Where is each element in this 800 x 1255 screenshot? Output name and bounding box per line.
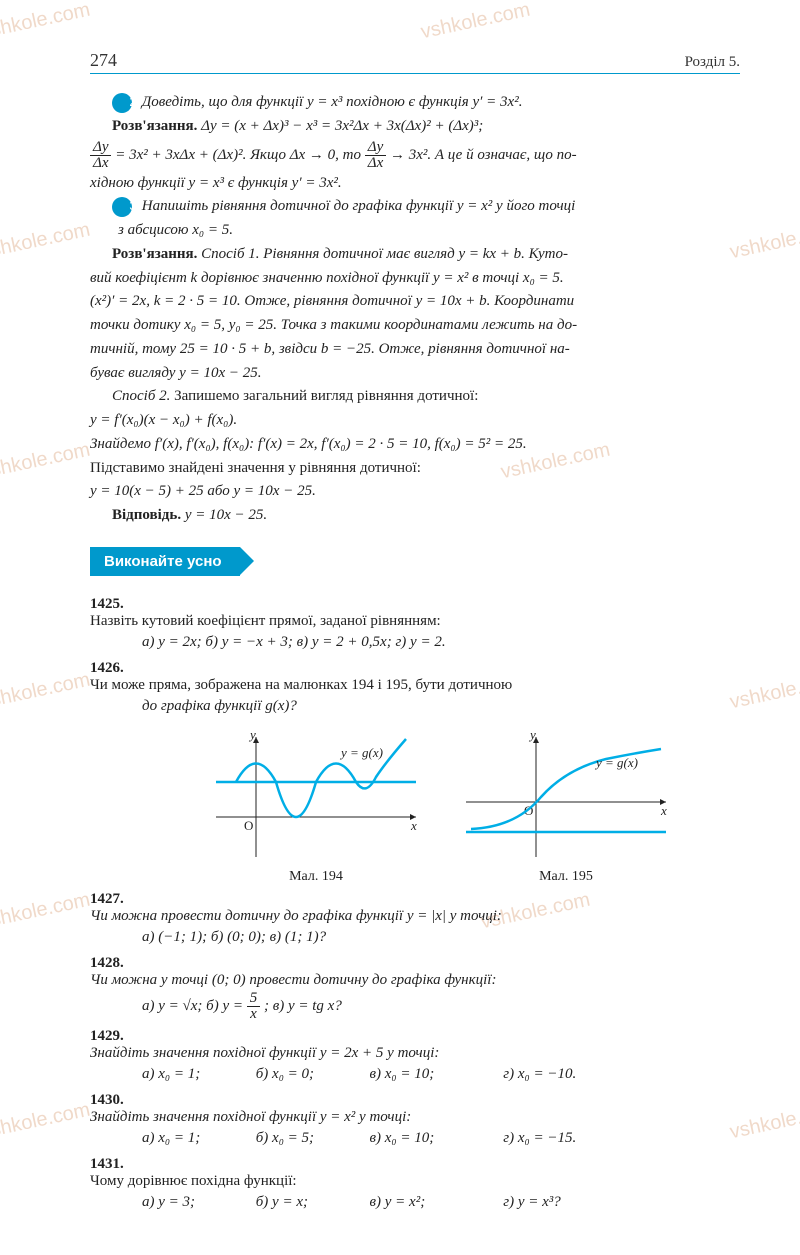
ex-num: 1431. — [90, 1156, 138, 1173]
exercise-1425: 1425. Назвіть кутовий коефіцієнт прямої,… — [90, 596, 740, 630]
m2-line: Підставимо знайдені значення у рівняння … — [90, 458, 740, 480]
problem-3-text2: з абсцисою x₀ = 5. — [118, 220, 740, 242]
fig-194-caption: Мал. 194 — [206, 869, 426, 885]
exercise-1427: 1427. Чи можна провести дотичну до графі… — [90, 891, 740, 925]
m2-line: y = f′(x₀)(x − x₀) + f(x₀). — [90, 410, 740, 432]
answer-label: Відповідь. — [112, 507, 181, 523]
svg-text:y = g(x): y = g(x) — [594, 755, 638, 770]
ex-num: 1429. — [90, 1028, 138, 1045]
ex-question: Назвіть кутовий коефіцієнт прямої, задан… — [90, 613, 690, 630]
solution-label: Розв'язання. — [112, 118, 197, 134]
m1-line: вий коефіцієнт k дорівнює значенню похід… — [90, 268, 740, 290]
m1-line: буває вигляду y = 10x − 25. — [90, 363, 740, 385]
problem-num-2: 2 — [112, 93, 132, 113]
svg-text:y = g(x): y = g(x) — [339, 745, 383, 760]
page-number: 274 — [90, 50, 117, 71]
exercise-1429: 1429. Знайдіть значення похідної функції… — [90, 1028, 740, 1062]
ex-1425-opts: а) y = 2x; б) y = −x + 3; в) y = 2 + 0,5… — [142, 632, 740, 654]
m2-line: Знайдемо f′(x), f′(x₀), f(x₀): f′(x) = 2… — [90, 434, 740, 456]
m2-line: y = 10(x − 5) + 25 або y = 10x − 25. — [90, 481, 740, 503]
method-2: Спосіб 2. Запишемо загальний вигляд рівн… — [90, 386, 740, 408]
m1-line: (x²)′ = 2x, k = 2 · 5 = 10. Отже, рівнян… — [90, 291, 740, 313]
sol-line-3: хідною функції y = x³ є функція y′ = 3x²… — [90, 173, 740, 195]
figure-195-svg: y x O y = g(x) — [456, 727, 676, 867]
ex-1431-opts: а) y = 3; б) y = x; в) y = x²; г) y = x³… — [142, 1192, 740, 1214]
section-label: Розділ 5. — [685, 54, 740, 71]
ex-1429-opts: а) x₀ = 1; б) x₀ = 0; в) x₀ = 10; г) x₀ … — [142, 1064, 740, 1086]
problem-3: 3 Напишіть рівняння дотичної до графіка … — [90, 196, 740, 218]
exercise-1430: 1430. Знайдіть значення похідної функції… — [90, 1092, 740, 1126]
ex-1428-opts: а) y = √x; б) y = 5x ; в) y = tg x? — [142, 991, 740, 1022]
ex-num: 1425. — [90, 596, 138, 613]
solution-label: Розв'язання. — [112, 246, 197, 262]
exercise-1428: 1428. Чи можна у точці (0; 0) провести д… — [90, 955, 740, 989]
ex-1430-opts: а) x₀ = 1; б) x₀ = 5; в) x₀ = 10; г) x₀ … — [142, 1128, 740, 1150]
ex-1426-q2: до графіка функції g(x)? — [142, 696, 740, 718]
answer: Відповідь. y = 10x − 25. — [90, 505, 740, 527]
sol-line-2: ΔyΔx = 3x² + 3xΔx + (Δx)². Якщо Δx → 0, … — [90, 140, 740, 171]
ex-num: 1427. — [90, 891, 138, 908]
ex-question: Знайдіть значення похідної функції y = x… — [90, 1109, 690, 1126]
svg-text:y: y — [248, 727, 256, 742]
sol-line: Δy = (x + Δx)³ − x³ = 3x²Δx + 3x(Δx)² + … — [201, 118, 483, 134]
method-2-label: Спосіб 2. — [112, 388, 170, 404]
figures-row: y x O y = g(x) Мал. 194 y x O y = g(x) — [142, 727, 740, 885]
svg-text:x: x — [660, 803, 667, 818]
problem-3-text1: Напишіть рівняння дотичної до графіка фу… — [142, 198, 576, 214]
exercise-1431: 1431. Чому дорівнює похідна функції: — [90, 1156, 740, 1190]
figure-195: y x O y = g(x) Мал. 195 — [456, 727, 676, 885]
ex-question: Знайдіть значення похідної функції y = 2… — [90, 1045, 690, 1062]
ex-num: 1426. — [90, 660, 138, 677]
method-1-label: Спосіб 1. — [201, 246, 259, 262]
ex-1427-opts: а) (−1; 1); б) (0; 0); в) (1; 1)? — [142, 927, 740, 949]
problem-2: 2 Доведіть, що для функції y = x³ похідн… — [90, 92, 740, 114]
figure-194-svg: y x O y = g(x) — [206, 727, 426, 867]
figure-194: y x O y = g(x) Мал. 194 — [206, 727, 426, 885]
problem-3-solution: Розв'язання. Спосіб 1. Рівняння дотичної… — [90, 244, 740, 266]
exercise-1426: 1426. Чи може пряма, зображена на малюнк… — [90, 660, 740, 694]
page-header: 274 Розділ 5. — [90, 50, 740, 74]
fig-195-caption: Мал. 195 — [456, 869, 676, 885]
problem-num-3: 3 — [112, 197, 132, 217]
m1-line: тичній, тому 25 = 10 · 5 + b, звідси b =… — [90, 339, 740, 361]
svg-text:O: O — [244, 818, 253, 833]
svg-text:y: y — [528, 727, 536, 742]
problem-2-solution: Розв'язання. Δy = (x + Δx)³ − x³ = 3x²Δx… — [90, 116, 740, 138]
section-banner: Виконайте усно — [90, 547, 240, 576]
ex-num: 1428. — [90, 955, 138, 972]
page: 274 Розділ 5. 2 Доведіть, що для функції… — [0, 0, 800, 1255]
ex-question: Чому дорівнює похідна функції: — [90, 1173, 690, 1190]
m1-line: точки дотику x₀ = 5, y₀ = 25. Точка з та… — [90, 315, 740, 337]
svg-text:x: x — [410, 818, 417, 833]
problem-2-text: Доведіть, що для функції y = x³ похідною… — [142, 94, 523, 110]
ex-question: Чи може пряма, зображена на малюнках 194… — [90, 677, 690, 694]
ex-question: Чи можна провести дотичну до графіка фун… — [90, 908, 690, 925]
ex-num: 1430. — [90, 1092, 138, 1109]
ex-question: Чи можна у точці (0; 0) провести дотичну… — [90, 972, 690, 989]
